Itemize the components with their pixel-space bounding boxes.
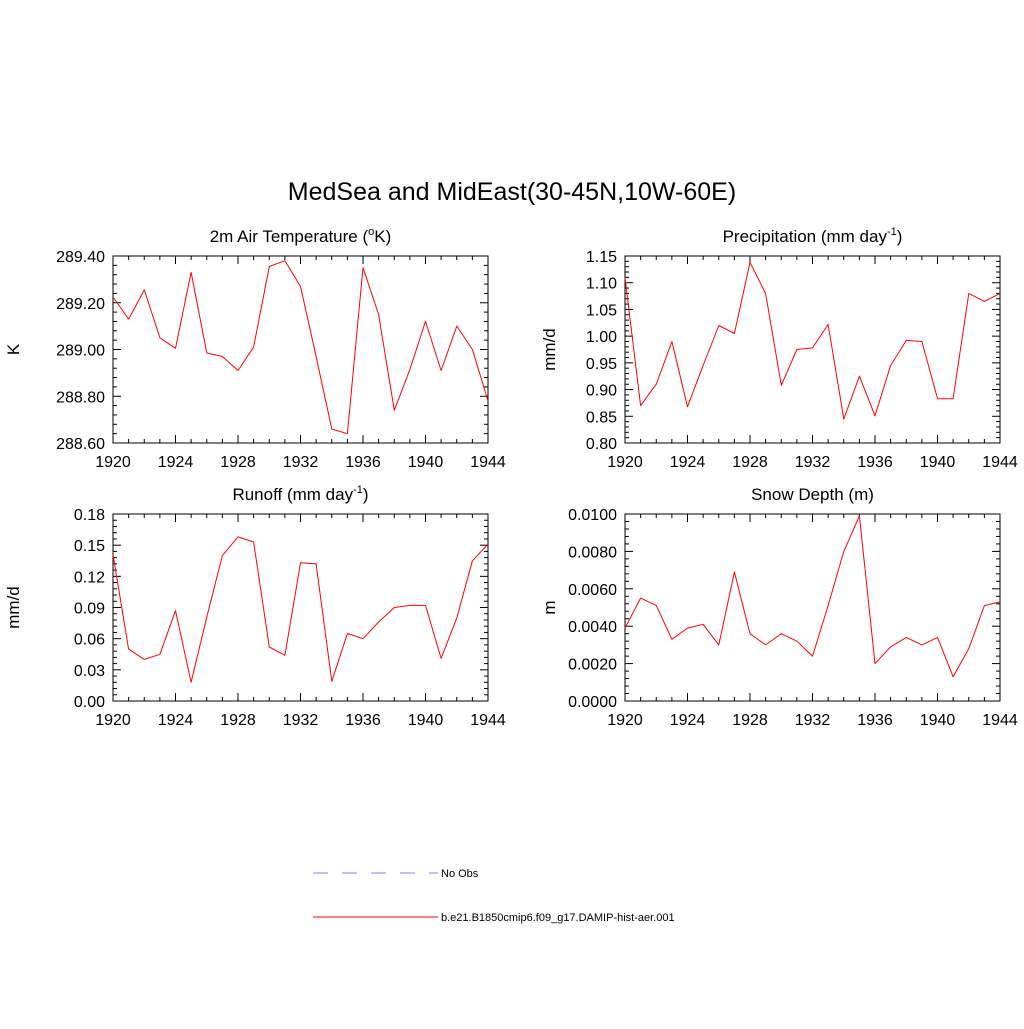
chart-panels: 1920 1924 1928 1932 1936 1940 1944 288.60 288.80… xyxy=(4,226,1018,729)
series-line-snow-depth xyxy=(624,515,1001,678)
x-tick-label: 1940 xyxy=(408,712,444,729)
y-tick-label: 289.20 xyxy=(56,296,105,313)
y-tick-label: 0.15 xyxy=(74,538,105,555)
y-tick-label: 0.0000 xyxy=(568,694,617,711)
legend-label-obs: No Obs xyxy=(441,868,479,880)
x-tick-label: 1936 xyxy=(857,712,893,729)
plot-frame xyxy=(624,513,1001,702)
x-tick-label: 1928 xyxy=(732,712,768,729)
legend-label-model: b.e21.B1850cmip6.f09_g17.DAMIP-hist-aer.… xyxy=(441,912,675,924)
y-tick-label: 0.0100 xyxy=(568,507,617,524)
figure-title: MedSea and MidEast(30-45N,10W-60E) xyxy=(288,178,736,206)
chart-panel-runoff: 1920 1924 1928 1932 1936 1940 1944 0.00 0.03 0.06… xyxy=(4,484,506,729)
y-tick-label: 288.80 xyxy=(56,389,105,406)
x-tick-label: 1924 xyxy=(670,712,706,729)
y-tick-label: 0.06 xyxy=(74,632,105,649)
x-tick-label: 1928 xyxy=(732,454,768,471)
plot-frame xyxy=(624,255,1001,444)
y-tick-label: 0.80 xyxy=(586,436,617,453)
panel-title-superscript: o xyxy=(368,226,374,238)
x-tick-label: 1940 xyxy=(408,454,444,471)
x-tick-label: 1924 xyxy=(158,712,194,729)
panel-title-suffix: ) xyxy=(897,227,903,246)
x-tick-label: 1932 xyxy=(283,454,319,471)
x-tick-label: 1932 xyxy=(795,712,831,729)
chart-panel-temperature: 1920 1924 1928 1932 1936 1940 1944 288.60 288.80… xyxy=(4,226,506,471)
x-tick-label: 1944 xyxy=(982,454,1018,471)
panel-title-suffix: ) xyxy=(363,485,369,504)
y-tick-label: 0.00 xyxy=(74,694,105,711)
x-tick-label: 1924 xyxy=(158,454,194,471)
y-tick-label: 1.15 xyxy=(586,249,617,266)
x-tick-label: 1932 xyxy=(795,454,831,471)
x-tick-label: 1920 xyxy=(95,454,131,471)
panel-title-superscript: -1 xyxy=(887,226,897,238)
y-tick-label: 0.12 xyxy=(74,569,105,586)
x-tick-label: 1920 xyxy=(607,454,643,471)
y-tick-label: 0.90 xyxy=(586,383,617,400)
plot-frame xyxy=(112,255,489,444)
panel-title-text: 2m Air Temperature ( xyxy=(210,227,369,246)
y-tick-label: 0.18 xyxy=(74,507,105,524)
panel-title: Runoff (mm day-1) xyxy=(232,484,368,504)
y-tick-label: 0.85 xyxy=(586,409,617,426)
y-tick-label: 0.0080 xyxy=(568,544,617,561)
panel-title-superscript: -1 xyxy=(353,484,363,496)
x-tick-label: 1932 xyxy=(283,712,319,729)
x-tick-label: 1936 xyxy=(345,712,381,729)
y-tick-label: 0.0060 xyxy=(568,582,617,599)
panel-title: Precipitation (mm day-1) xyxy=(723,226,903,246)
y-tick-label: 0.03 xyxy=(74,663,105,680)
y-axis-label: K xyxy=(4,343,23,355)
y-tick-label: 0.0020 xyxy=(568,657,617,674)
y-tick-label: 289.00 xyxy=(56,343,105,360)
y-tick-label: 288.60 xyxy=(56,436,105,453)
chart-panel-snow-depth: 1920 1924 1928 1932 1936 1940 1944 0.0000 0.0020… xyxy=(540,485,1018,729)
y-tick-label: 289.40 xyxy=(56,249,105,266)
y-tick-label: 0.95 xyxy=(586,356,617,373)
series-line-temperature xyxy=(112,260,489,435)
y-tick-label: 0.09 xyxy=(74,601,105,618)
x-tick-label: 1920 xyxy=(95,712,131,729)
x-tick-label: 1936 xyxy=(857,454,893,471)
x-tick-label: 1944 xyxy=(470,454,506,471)
x-tick-label: 1924 xyxy=(670,454,706,471)
panel-title-suffix: K) xyxy=(374,227,391,246)
panel-title-text: Snow Depth (m) xyxy=(751,485,874,504)
x-tick-label: 1928 xyxy=(220,712,256,729)
y-tick-label: 1.05 xyxy=(586,302,617,319)
plot-frame xyxy=(112,513,489,702)
panel-title: Snow Depth (m) xyxy=(751,485,874,504)
panel-title-text: Runoff (mm day xyxy=(232,485,353,504)
series-line-precipitation xyxy=(624,261,1001,420)
y-tick-label: 0.0040 xyxy=(568,619,617,636)
y-axis-label: mm/d xyxy=(540,328,559,371)
x-tick-label: 1928 xyxy=(220,454,256,471)
x-tick-label: 1940 xyxy=(920,712,956,729)
series-line-runoff xyxy=(112,536,489,683)
x-tick-label: 1940 xyxy=(920,454,956,471)
x-tick-label: 1920 xyxy=(607,712,643,729)
y-tick-label: 1.00 xyxy=(586,329,617,346)
panel-title-text: Precipitation (mm day xyxy=(723,227,888,246)
x-tick-label: 1944 xyxy=(470,712,506,729)
y-axis-label: m xyxy=(540,600,559,614)
x-tick-label: 1944 xyxy=(982,712,1018,729)
x-tick-label: 1936 xyxy=(345,454,381,471)
legend: No Obs b.e21.B1850cmip6.f09_g17.DAMIP-hi… xyxy=(313,868,675,924)
y-tick-label: 1.10 xyxy=(586,276,617,293)
y-axis-label: mm/d xyxy=(4,586,23,629)
chart-panel-precipitation: 1920 1924 1928 1932 1936 1940 1944 0.80 0.85 0.90… xyxy=(540,226,1018,471)
panel-title: 2m Air Temperature (oK) xyxy=(210,226,392,246)
